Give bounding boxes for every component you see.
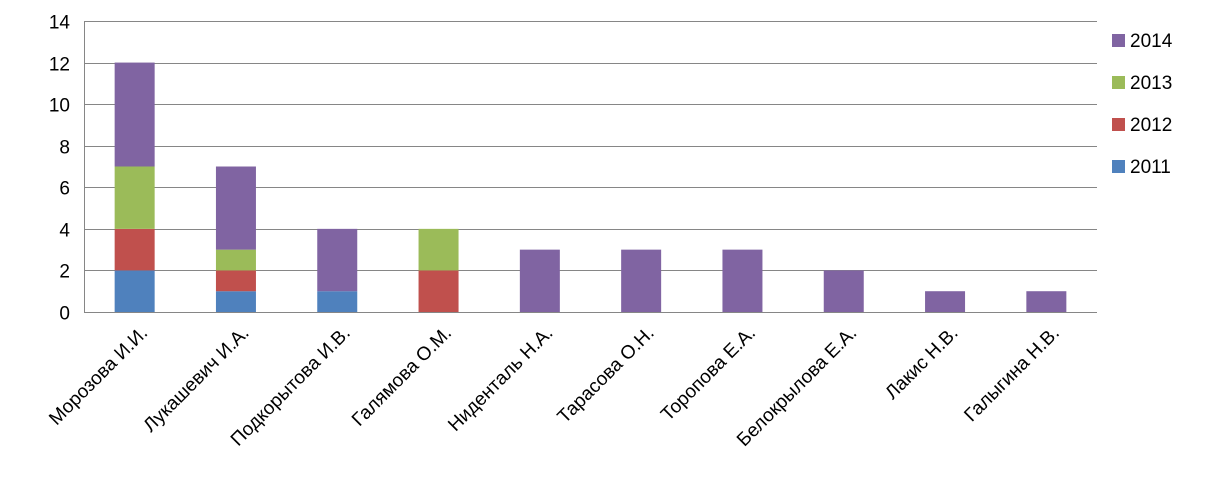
bar-segment-2012: [215, 270, 256, 292]
legend-swatch-2011: [1112, 160, 1125, 173]
bar-segment-2014: [519, 249, 560, 312]
y-tick-label: 14: [49, 13, 71, 34]
x-category-label: Галямова О.М.: [348, 323, 456, 431]
bar-segment-2014: [722, 249, 763, 312]
legend-swatch-2014: [1112, 34, 1125, 47]
x-category-label: Морозова И.И.: [45, 323, 152, 430]
legend-swatch-2013: [1112, 76, 1125, 89]
y-tick-label: 4: [59, 221, 70, 242]
bar-segment-2013: [418, 228, 459, 271]
bar-segment-2012: [418, 270, 459, 312]
bar-layer: [114, 62, 1067, 312]
legend-label-2013: 2013: [1130, 73, 1172, 94]
bar-segment-2011: [317, 291, 358, 312]
x-category-label: Лукашевич И.А.: [140, 323, 254, 437]
x-category-label: Тарасова О.Н.: [554, 323, 659, 428]
bar-segment-2012: [114, 228, 155, 271]
y-axis-ticks: 0 2 4 6 8 10 12 14: [49, 13, 71, 325]
legend-label-2012: 2012: [1130, 115, 1172, 136]
y-tick-label: 6: [59, 179, 70, 200]
y-tick-label: 12: [49, 55, 70, 76]
x-category-label: Торопова Е.А.: [657, 323, 760, 426]
x-category-label: Нидентaль Н.А.: [444, 323, 557, 436]
bar-segment-2014: [621, 249, 662, 312]
bar-segment-2013: [215, 249, 256, 271]
legend: 2014 2013 2012 2011: [1112, 31, 1173, 178]
y-tick-label: 0: [59, 304, 70, 325]
x-axis-categories: Морозова И.И.Лукашевич И.А.Подкорытова И…: [45, 323, 1064, 451]
y-tick-label: 2: [59, 262, 70, 283]
bar-segment-2011: [114, 270, 155, 312]
bar-segment-2014: [114, 62, 155, 167]
legend-label-2011: 2011: [1130, 157, 1171, 178]
bar-segment-2014: [1026, 291, 1067, 312]
x-category-label: Лакис Н.В.: [881, 323, 962, 404]
legend-swatch-2012: [1112, 118, 1125, 131]
y-tick-label: 10: [49, 96, 70, 117]
y-tick-label: 8: [59, 138, 70, 159]
bar-segment-2014: [215, 166, 256, 250]
bar-segment-2014: [317, 228, 358, 292]
bar-segment-2011: [215, 291, 256, 312]
x-category-label: Галыгина Н.В.: [960, 323, 1064, 427]
legend-label-2014: 2014: [1130, 31, 1173, 52]
bar-segment-2014: [925, 291, 966, 312]
bar-segment-2013: [114, 166, 155, 229]
bar-segment-2014: [823, 270, 864, 312]
